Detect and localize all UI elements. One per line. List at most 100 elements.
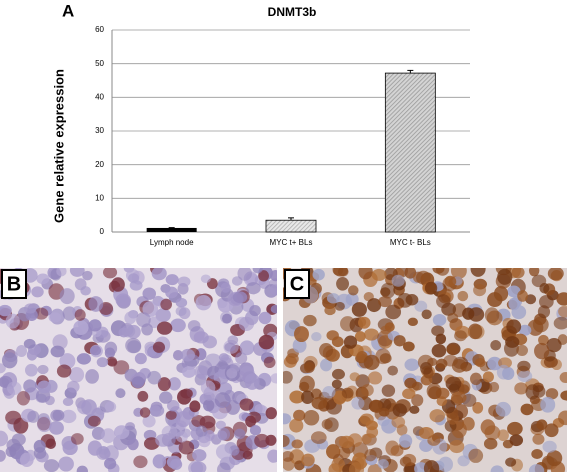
cell bbox=[384, 322, 395, 332]
cell bbox=[215, 444, 232, 460]
cell bbox=[195, 295, 212, 311]
cell bbox=[62, 440, 78, 456]
cell bbox=[217, 427, 231, 441]
cell bbox=[263, 356, 276, 369]
cell bbox=[82, 270, 93, 281]
cell bbox=[560, 390, 567, 401]
cell bbox=[457, 290, 469, 302]
cell bbox=[514, 382, 528, 395]
cell bbox=[358, 316, 371, 329]
cell bbox=[438, 456, 453, 472]
y-tick-label: 30 bbox=[95, 126, 104, 135]
cell bbox=[227, 335, 239, 345]
cell bbox=[364, 448, 377, 462]
cell bbox=[56, 268, 67, 277]
cell bbox=[234, 428, 246, 440]
cell bbox=[67, 380, 80, 393]
cell bbox=[88, 296, 104, 312]
cell bbox=[391, 274, 405, 287]
cell bbox=[320, 358, 333, 372]
cell bbox=[80, 286, 91, 296]
cell bbox=[267, 449, 277, 463]
cell bbox=[16, 391, 30, 406]
cell bbox=[338, 435, 355, 449]
y-tick-label: 50 bbox=[95, 59, 104, 68]
cell bbox=[96, 357, 109, 368]
cell bbox=[363, 354, 380, 370]
cell bbox=[49, 421, 64, 435]
cell bbox=[137, 390, 149, 402]
cell bbox=[345, 292, 359, 306]
cell bbox=[289, 418, 304, 433]
cell bbox=[0, 304, 12, 317]
cell bbox=[520, 403, 534, 416]
cell bbox=[546, 337, 562, 353]
cell bbox=[165, 274, 179, 286]
cell bbox=[155, 434, 172, 447]
cell bbox=[217, 462, 231, 472]
cell bbox=[363, 328, 379, 341]
cell bbox=[175, 431, 188, 443]
cell bbox=[536, 419, 548, 431]
cell bbox=[104, 401, 117, 413]
cell bbox=[392, 403, 407, 417]
cell bbox=[182, 366, 196, 378]
cell bbox=[506, 319, 522, 334]
cell bbox=[23, 338, 36, 349]
cell bbox=[254, 433, 270, 448]
micrograph bbox=[283, 268, 567, 472]
cell bbox=[230, 362, 241, 372]
cell bbox=[76, 465, 88, 472]
cell bbox=[252, 268, 263, 274]
cell bbox=[303, 410, 320, 426]
cell bbox=[511, 268, 525, 279]
cell bbox=[170, 458, 183, 471]
cell bbox=[367, 371, 383, 385]
cell bbox=[334, 301, 345, 311]
cell bbox=[473, 284, 487, 297]
cell bbox=[5, 410, 22, 425]
cell bbox=[61, 409, 77, 424]
cell bbox=[88, 319, 102, 332]
cell bbox=[298, 381, 310, 392]
cell bbox=[518, 324, 532, 336]
cell bbox=[435, 333, 447, 345]
cell bbox=[203, 399, 215, 412]
cell bbox=[385, 304, 402, 320]
cell bbox=[331, 368, 345, 380]
cell bbox=[540, 396, 556, 413]
cell bbox=[436, 294, 451, 309]
cell bbox=[85, 369, 99, 384]
cell bbox=[516, 344, 528, 356]
cell bbox=[24, 363, 38, 377]
cell bbox=[175, 297, 188, 308]
cell bbox=[58, 456, 74, 472]
cell bbox=[493, 286, 509, 302]
cell bbox=[48, 312, 62, 323]
cell bbox=[71, 433, 84, 445]
cell bbox=[76, 353, 92, 365]
cell bbox=[538, 294, 554, 309]
cell bbox=[331, 336, 344, 348]
cell bbox=[366, 426, 379, 439]
cell bbox=[404, 358, 420, 371]
cell bbox=[553, 316, 567, 330]
cell bbox=[457, 455, 470, 467]
cell bbox=[33, 439, 46, 453]
micrograph bbox=[0, 268, 277, 472]
y-tick-label: 0 bbox=[100, 227, 105, 236]
cell bbox=[129, 280, 143, 291]
cell bbox=[333, 268, 348, 277]
cell bbox=[532, 385, 546, 398]
cell bbox=[221, 313, 232, 324]
cell bbox=[322, 386, 336, 399]
cell bbox=[490, 340, 502, 351]
cell bbox=[496, 364, 511, 380]
y-tick-label: 60 bbox=[95, 25, 104, 34]
cell bbox=[488, 381, 500, 393]
cell bbox=[90, 345, 102, 356]
cell bbox=[505, 457, 517, 467]
y-axis-label: Gene relative expression bbox=[51, 69, 66, 223]
cell bbox=[239, 340, 255, 356]
